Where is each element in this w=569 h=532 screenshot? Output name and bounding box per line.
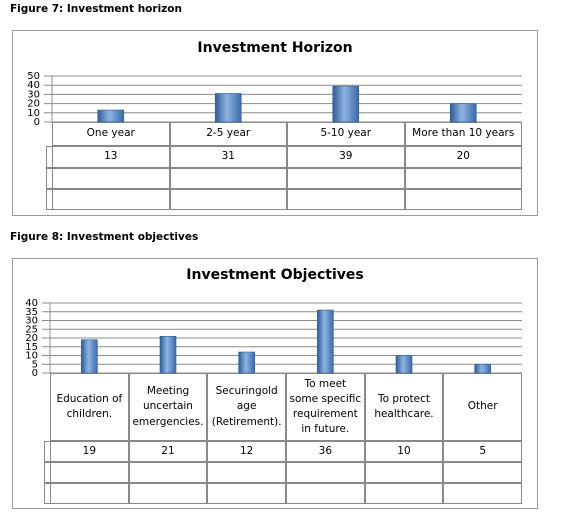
y-tick-label: 30	[25, 316, 38, 327]
bar	[332, 85, 360, 123]
value-cell: 31	[169, 146, 287, 168]
value-cell: 12	[207, 441, 286, 462]
category-cell: Securingold age (Retirement).	[207, 373, 286, 441]
bar	[159, 335, 177, 374]
y-tick-label: 40	[27, 80, 40, 91]
empty-cell	[169, 168, 287, 189]
value-cell: 36	[286, 441, 365, 462]
bar	[238, 351, 255, 374]
row-stub	[46, 168, 53, 189]
value-cell: 5	[443, 441, 522, 462]
row-stub	[44, 462, 51, 483]
y-tick-label: 40	[25, 298, 38, 309]
category-cell: To meet some specific requirement in fut…	[286, 373, 365, 441]
empty-cell	[364, 462, 444, 483]
y-tick-label: 20	[27, 99, 40, 110]
bar	[97, 109, 125, 123]
value-cell: 10	[364, 441, 444, 462]
y-tick-label: 0	[34, 117, 40, 128]
y-tick-label: 35	[25, 307, 38, 318]
y-tick-label: 5	[32, 359, 38, 370]
row-stub	[46, 189, 53, 210]
empty-cell	[128, 483, 208, 504]
y-tick-label: 10	[25, 351, 38, 362]
value-cell: 39	[287, 146, 405, 168]
y-tick-label: 50	[27, 71, 40, 82]
y-tick-label: 20	[25, 333, 38, 344]
row-stub	[44, 483, 51, 504]
category-cell: Meeting uncertain emergencies.	[128, 373, 208, 441]
empty-cell	[128, 462, 208, 483]
empty-cell	[443, 483, 522, 504]
y-tick-label: 30	[27, 89, 40, 100]
chart-frame	[12, 30, 538, 216]
empty-cell	[404, 189, 522, 210]
empty-cell	[287, 189, 405, 210]
chart-frame	[12, 258, 538, 509]
empty-cell	[286, 483, 365, 504]
figure-caption: Figure 7: Investment horizon	[10, 3, 182, 15]
row-stub	[46, 146, 53, 168]
bar	[395, 355, 413, 374]
value-cell: 20	[404, 146, 522, 168]
bar	[474, 363, 491, 374]
figure-caption: Figure 8: Investment objectives	[10, 231, 199, 243]
empty-cell	[169, 189, 287, 210]
empty-cell	[443, 462, 522, 483]
chart-title: Investment Horizon	[197, 40, 353, 56]
empty-cell	[207, 462, 286, 483]
empty-cell	[286, 462, 365, 483]
y-tick-label: 25	[25, 324, 38, 335]
row-stub	[44, 441, 51, 462]
empty-cell	[207, 483, 286, 504]
empty-cell	[287, 168, 405, 189]
empty-cell	[364, 483, 444, 504]
y-tick-label: 10	[27, 108, 40, 119]
bar	[449, 103, 477, 123]
y-tick-label: 15	[25, 342, 38, 353]
plot-area	[52, 76, 522, 122]
value-cell: 21	[128, 441, 208, 462]
bar	[317, 309, 334, 374]
bar	[81, 339, 98, 374]
chart-title: Investment Objectives	[186, 267, 364, 283]
empty-cell	[404, 168, 522, 189]
y-tick-label: 0	[32, 368, 38, 379]
bar	[214, 93, 242, 123]
